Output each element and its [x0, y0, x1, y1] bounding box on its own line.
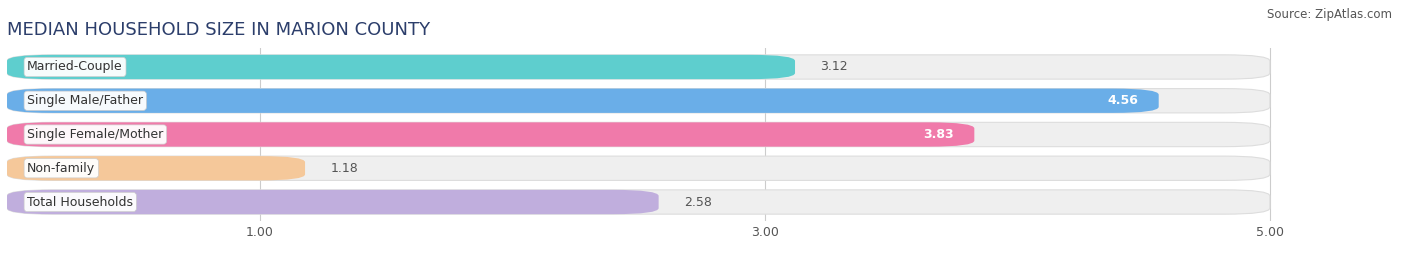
FancyBboxPatch shape	[7, 190, 1270, 214]
FancyBboxPatch shape	[7, 190, 658, 214]
Text: 2.58: 2.58	[683, 196, 711, 208]
Text: 3.12: 3.12	[820, 61, 848, 73]
Text: Total Households: Total Households	[27, 196, 134, 208]
Text: Source: ZipAtlas.com: Source: ZipAtlas.com	[1267, 8, 1392, 21]
FancyBboxPatch shape	[7, 156, 1270, 180]
Text: 3.83: 3.83	[924, 128, 955, 141]
Text: Non-family: Non-family	[27, 162, 96, 175]
Text: Married-Couple: Married-Couple	[27, 61, 122, 73]
FancyBboxPatch shape	[7, 55, 1270, 79]
Text: 1.18: 1.18	[330, 162, 359, 175]
FancyBboxPatch shape	[7, 89, 1270, 113]
Text: Single Female/Mother: Single Female/Mother	[27, 128, 163, 141]
Text: 4.56: 4.56	[1108, 94, 1139, 107]
FancyBboxPatch shape	[7, 89, 1159, 113]
Text: MEDIAN HOUSEHOLD SIZE IN MARION COUNTY: MEDIAN HOUSEHOLD SIZE IN MARION COUNTY	[7, 20, 430, 38]
FancyBboxPatch shape	[7, 122, 974, 147]
FancyBboxPatch shape	[7, 156, 305, 180]
Text: Single Male/Father: Single Male/Father	[27, 94, 143, 107]
FancyBboxPatch shape	[7, 55, 794, 79]
FancyBboxPatch shape	[7, 122, 1270, 147]
